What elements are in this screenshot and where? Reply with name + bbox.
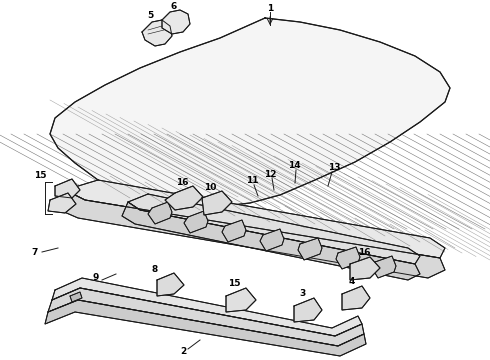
Polygon shape: [202, 191, 232, 215]
Text: 10: 10: [204, 183, 216, 192]
Polygon shape: [45, 300, 366, 356]
Text: 15: 15: [34, 171, 46, 180]
Text: 7: 7: [32, 248, 38, 257]
Polygon shape: [142, 20, 172, 46]
Text: 8: 8: [152, 265, 158, 274]
Polygon shape: [65, 180, 445, 258]
Polygon shape: [70, 292, 82, 302]
Polygon shape: [294, 298, 322, 322]
Text: 4: 4: [349, 278, 355, 287]
Polygon shape: [122, 202, 420, 280]
Text: 14: 14: [288, 161, 300, 170]
Polygon shape: [336, 247, 360, 269]
Polygon shape: [50, 18, 450, 207]
Text: 9: 9: [93, 274, 99, 283]
Polygon shape: [52, 278, 362, 336]
Text: 2: 2: [180, 347, 186, 356]
Polygon shape: [165, 186, 203, 210]
Polygon shape: [48, 193, 76, 213]
Text: 16: 16: [176, 177, 188, 186]
Polygon shape: [148, 202, 172, 224]
Polygon shape: [226, 288, 256, 312]
Text: 11: 11: [246, 176, 258, 185]
Text: 3: 3: [299, 289, 305, 298]
Polygon shape: [162, 10, 190, 34]
Polygon shape: [48, 288, 364, 346]
Polygon shape: [372, 256, 396, 278]
Text: 16: 16: [358, 248, 370, 257]
Polygon shape: [342, 286, 370, 310]
Text: 15: 15: [228, 279, 240, 288]
Text: 5: 5: [147, 10, 153, 19]
Polygon shape: [350, 257, 380, 280]
Text: 1: 1: [267, 4, 273, 13]
Polygon shape: [55, 179, 80, 198]
Polygon shape: [298, 238, 322, 260]
Polygon shape: [260, 229, 284, 251]
Polygon shape: [157, 273, 184, 296]
Polygon shape: [55, 190, 445, 278]
Polygon shape: [184, 211, 208, 233]
Text: 6: 6: [171, 1, 177, 10]
Text: 13: 13: [328, 162, 340, 171]
Polygon shape: [222, 220, 246, 242]
Text: 12: 12: [264, 170, 276, 179]
Polygon shape: [128, 194, 420, 264]
